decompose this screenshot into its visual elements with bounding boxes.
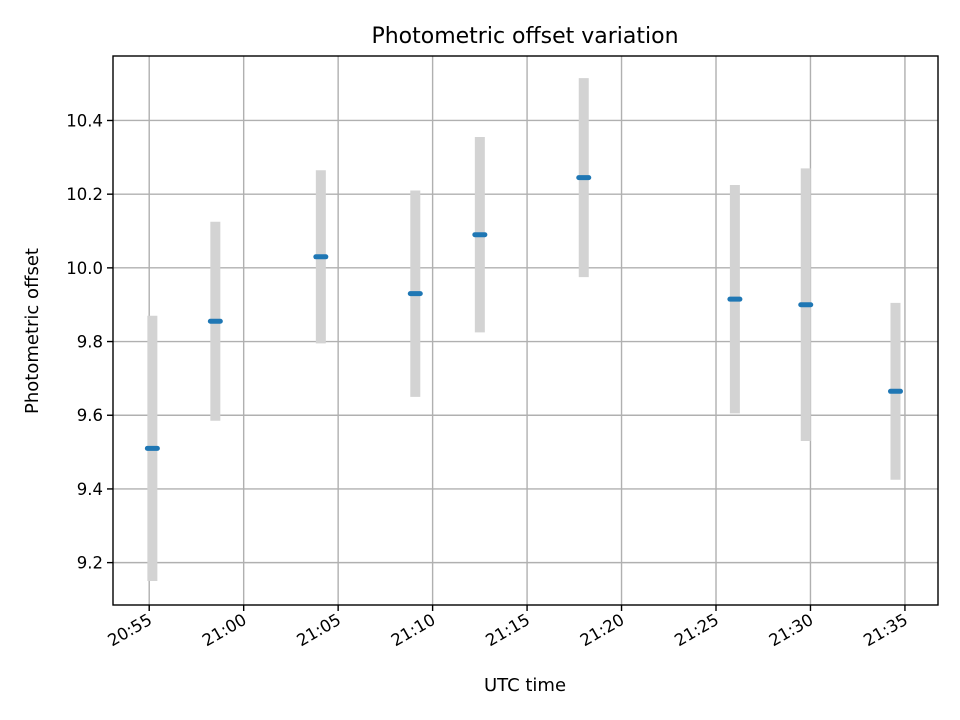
marker-layer <box>144 175 903 451</box>
y-tick-label: 9.4 <box>77 480 103 499</box>
x-tick-label: 21:35 <box>860 610 911 650</box>
x-tick-label: 21:30 <box>766 610 817 650</box>
y-tick-label: 10.0 <box>66 259 103 278</box>
errorbar-layer <box>147 78 901 582</box>
x-tick-label: 21:15 <box>482 610 533 650</box>
x-tick-label: 21:25 <box>671 610 722 650</box>
y-tick-label: 10.2 <box>66 185 103 204</box>
plot-frame <box>112 55 939 606</box>
chart-title: Photometric offset variation <box>371 24 678 49</box>
x-tick-label: 21:20 <box>577 610 628 650</box>
grid-layer <box>113 56 938 605</box>
y-tick-label: 9.6 <box>77 406 103 425</box>
y-tick-label: 9.8 <box>77 333 103 352</box>
tick-layer: 20:55 21:00 21:05 21:10 21:15 21:20 21:25 21:30… <box>66 111 911 650</box>
y-tick-label: 9.2 <box>77 554 103 573</box>
y-axis-label: Photometric offset <box>22 248 43 414</box>
x-tick-label: 21:10 <box>388 610 439 650</box>
x-axis-label: UTC time <box>484 675 566 696</box>
x-tick-label: 20:55 <box>105 610 156 650</box>
x-tick-label: 21:05 <box>293 610 344 650</box>
y-tick-label: 10.4 <box>66 111 103 130</box>
x-tick-label: 21:00 <box>199 610 250 650</box>
